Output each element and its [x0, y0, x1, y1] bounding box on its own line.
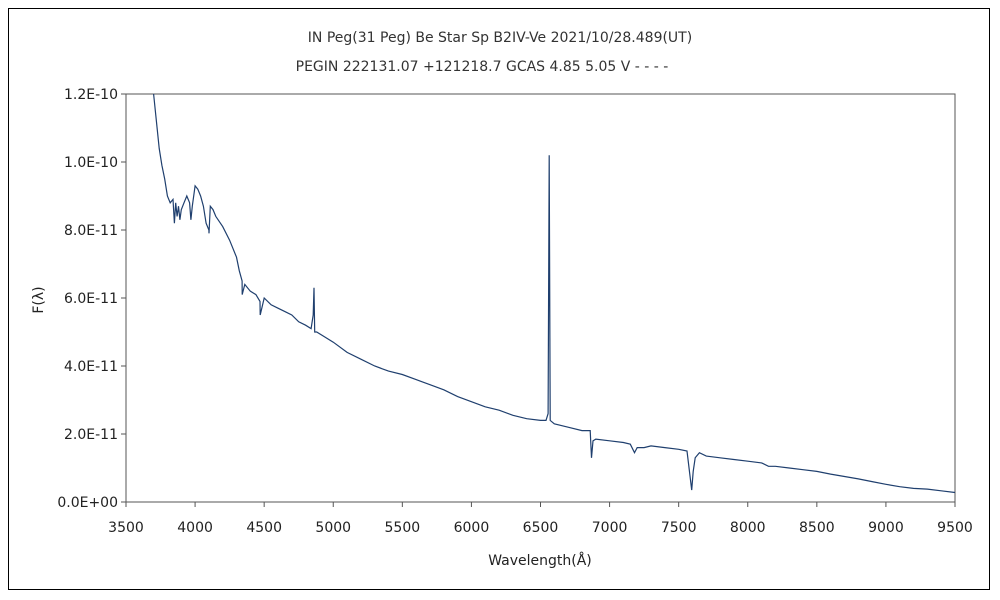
x-tick-label: 4000	[177, 520, 213, 536]
y-tick-label: 1.2E-10	[64, 87, 118, 103]
x-tick-label: 8000	[730, 520, 766, 536]
x-tick-label: 6000	[454, 520, 490, 536]
x-tick-label: 9000	[868, 520, 904, 536]
y-tick-label: 8.0E-11	[64, 223, 118, 239]
x-tick-label: 4500	[246, 520, 282, 536]
y-axis-ticks: 0.0E+00 2.0E-11 4.0E-11 6.0E-11 8.0E-11 1.0E-…	[57, 87, 126, 511]
x-tick-label: 8500	[799, 520, 835, 536]
y-tick-label: 2.0E-11	[64, 427, 118, 443]
spectrum-line-0	[153, 93, 956, 494]
x-tick-label: 7000	[592, 520, 628, 536]
x-axis-ticks: 3500 4000 4500 5000 5500 6000 6500 7000 7500 8000…	[108, 502, 973, 536]
y-tick-label: 6.0E-11	[64, 291, 118, 307]
plot-area	[125, 93, 956, 503]
y-axis-label: F(λ)	[31, 286, 47, 313]
y-tick-label: 0.0E+00	[57, 495, 118, 511]
y-tick-label: 4.0E-11	[64, 359, 118, 375]
chart-title-line-1: IN Peg(31 Peg) Be Star Sp B2IV-Ve 2021/1…	[308, 30, 692, 46]
y-tick-label: 1.0E-10	[64, 155, 118, 171]
x-axis-label: Wavelength(Å)	[488, 552, 592, 569]
series-group	[153, 93, 956, 494]
x-tick-label: 9500	[937, 520, 973, 536]
x-tick-label: 7500	[661, 520, 697, 536]
x-tick-label: 5000	[315, 520, 351, 536]
chart-title-line-2: PEGIN 222131.07 +121218.7 GCAS 4.85 5.05…	[296, 59, 669, 75]
x-tick-label: 6500	[523, 520, 559, 536]
x-tick-label: 3500	[108, 520, 144, 536]
x-tick-label: 5500	[385, 520, 421, 536]
